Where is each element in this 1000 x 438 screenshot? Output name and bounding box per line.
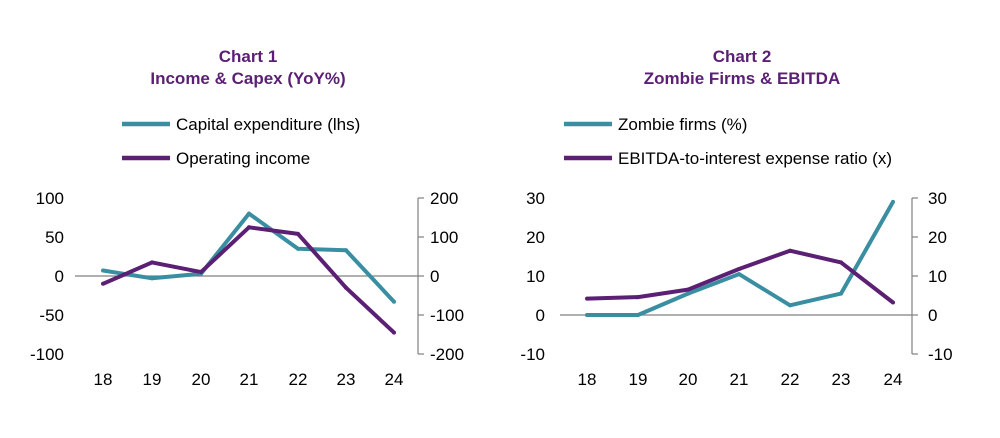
chart-1-title-line1: Chart 1 [219,47,278,66]
chart-2-title-line2: Zombie Firms & EBITDA [644,69,840,88]
chart-2-series-0-point-19 [636,313,640,317]
chart-2-right-tick-0: 0 [928,306,937,325]
chart-1-x-tick-labels: 18 19 20 21 22 23 24 [94,370,404,389]
chart-2-x-tick-21: 21 [730,370,749,389]
chart-2-left-tick-30: 30 [526,189,545,208]
chart-1-right-tick-neg200: -200 [430,345,464,364]
chart-1-left-tick-labels: 100 50 0 -50 -100 [30,189,64,364]
chart-1-legend-label-income: Operating income [176,149,310,168]
chart-2-right-tick-20: 20 [928,228,947,247]
chart-1-right-axis-ticks [418,197,424,355]
chart-2-x-tick-24: 24 [884,370,903,389]
chart-1-x-tick-19: 19 [143,370,162,389]
chart-1-legend: Capital expenditure (lhs) Operating inco… [122,115,360,168]
chart-1-series-0-point-24 [392,299,396,304]
chart-2-series-1-point-23 [839,260,843,265]
chart-1-right-tick-labels: 200 100 0 -100 -200 [430,189,464,364]
chart-2-x-tick-22: 22 [781,370,800,389]
chart-1: Chart 1 Income & Capex (YoY%) Capital ex… [30,47,464,389]
chart-2-x-tick-19: 19 [629,370,648,389]
chart-2-right-tick-30: 30 [928,189,947,208]
chart-1-x-tick-18: 18 [94,370,113,389]
chart-2-right-tick-labels: 30 20 10 0 -10 [928,189,953,364]
chart-1-x-tick-21: 21 [240,370,259,389]
chart-1-left-tick-0: 0 [55,267,64,286]
chart-2-legend: Zombie firms (%) EBITDA-to-interest expe… [564,115,892,168]
chart-1-left-tick-neg100: -100 [30,345,64,364]
chart-2-left-tick-10: 10 [526,267,545,286]
chart-1-x-tick-24: 24 [385,370,404,389]
chart-2-series-1-point-24 [891,300,895,305]
chart-2-series-1-point-19 [636,295,640,300]
chart-2-title-line1: Chart 2 [713,47,772,66]
chart-2-series-1-point-20 [686,287,690,292]
chart-1-series-0-point-19 [150,276,154,281]
chart-1-right-tick-0: 0 [430,267,439,286]
chart-1-series-0-point-21 [247,211,251,216]
chart-1-right-tick-100: 100 [430,228,458,247]
chart-1-title-line2: Income & Capex (YoY%) [150,69,345,88]
chart-2-legend-label-zombie: Zombie firms (%) [618,115,747,134]
chart-2-legend-label-ebitda: EBITDA-to-interest expense ratio (x) [618,149,892,168]
chart-1-series-1-point-22 [296,231,300,236]
chart-2-left-tick-labels: 30 20 10 0 -10 [520,189,545,364]
chart-2-left-tick-neg10: -10 [520,345,545,364]
chart-2-series-0-point-23 [839,291,843,296]
chart-2: Chart 2 Zombie Firms & EBITDA Zombie fir… [520,47,952,389]
chart-1-series-1-point-21 [247,225,251,230]
chart-1-left-tick-neg50: -50 [39,306,64,325]
chart-2-series-1-point-18 [585,296,589,301]
chart-1-legend-label-capex: Capital expenditure (lhs) [176,115,360,134]
chart-1-left-tick-100: 100 [36,189,64,208]
chart-2-right-axis-ticks [912,197,918,355]
chart-2-right-tick-10: 10 [928,267,947,286]
chart-2-series-0-point-20 [686,291,690,296]
chart-2-left-tick-20: 20 [526,228,545,247]
chart-1-x-tick-23: 23 [337,370,356,389]
chart-2-x-tick-labels: 18 19 20 21 22 23 24 [578,370,903,389]
chart-1-series-income-line [102,225,396,335]
chart-2-x-tick-20: 20 [679,370,698,389]
chart-1-series-1-point-20 [199,270,203,275]
chart-2-series-0-point-24 [891,199,895,204]
chart-2-series-0-point-18 [585,313,589,317]
chart-2-x-tick-18: 18 [578,370,597,389]
chart-1-series-1-point-19 [150,260,154,265]
chart-2-series-1-point-22 [788,248,792,253]
chart-2-series-1-point-21 [737,267,741,271]
chart-1-series-0-point-18 [101,268,105,273]
chart-1-right-tick-200: 200 [430,189,458,208]
chart-1-series-0-point-23 [344,248,348,253]
chart-2-left-tick-0: 0 [536,306,545,325]
chart-1-series-1-point-24 [392,330,396,335]
chart-1-series-1-point-18 [101,281,105,286]
chart-2-right-tick-neg10: -10 [928,345,953,364]
chart-1-x-tick-22: 22 [289,370,308,389]
chart-1-x-tick-20: 20 [192,370,211,389]
chart-1-series-0-point-22 [296,246,300,251]
chart-2-series-0-point-21 [737,272,741,277]
chart-1-series-1-point-23 [344,285,348,290]
chart-1-right-tick-neg100: -100 [430,306,464,325]
chart-1-left-tick-50: 50 [45,228,64,247]
chart-2-x-tick-23: 23 [832,370,851,389]
chart-2-series-0-point-22 [788,303,792,308]
